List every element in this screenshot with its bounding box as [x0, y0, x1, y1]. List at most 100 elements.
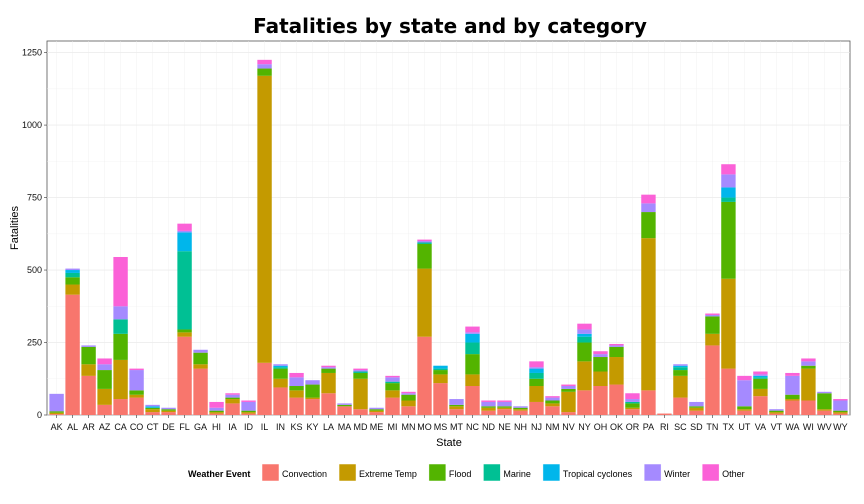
legend-key	[542, 463, 561, 482]
bar-segment	[433, 374, 448, 384]
bar-segment	[353, 378, 368, 410]
bar-segment	[545, 403, 560, 407]
bar-segment	[433, 368, 448, 371]
bar-segment	[145, 412, 160, 415]
bar-segment	[193, 368, 208, 415]
bar-segment	[577, 329, 592, 334]
bar-segment	[177, 251, 192, 330]
bar-segment	[641, 194, 656, 204]
bar-segment	[289, 386, 304, 391]
bar-segment	[273, 365, 288, 368]
bar-segment	[65, 277, 80, 285]
bar-segment	[833, 412, 848, 414]
bar-segment	[561, 384, 576, 387]
bar-segment	[769, 413, 784, 415]
bar-segment	[209, 410, 224, 413]
bar-segment	[769, 409, 784, 411]
bar-segment	[209, 401, 224, 408]
bar-segment	[641, 212, 656, 239]
x-tick-label: SD	[690, 422, 703, 432]
bar-segment	[225, 399, 240, 404]
bar-segment	[113, 319, 128, 334]
bar-segment	[737, 409, 752, 411]
x-tick-label: MN	[402, 422, 416, 432]
x-tick-label: CT	[147, 422, 159, 432]
x-tick-label: WV	[817, 422, 832, 432]
bar-segment	[241, 410, 256, 413]
bar-segment	[401, 400, 416, 407]
bar-segment	[753, 371, 768, 375]
bar-segment	[97, 358, 112, 365]
bar-segment	[577, 390, 592, 415]
x-tick-label: ID	[244, 422, 254, 432]
bar-segment	[273, 367, 288, 369]
bar-segment	[161, 407, 176, 410]
x-tick-label: PA	[643, 422, 654, 432]
bar-segment	[353, 370, 368, 372]
x-tick-label: NM	[545, 422, 559, 432]
bar-segment	[721, 197, 736, 202]
bar-segment	[833, 413, 848, 415]
bar-segment	[417, 243, 432, 269]
bar-segment	[689, 407, 704, 411]
legend-label: Marine	[503, 469, 531, 479]
bar-segment	[705, 345, 720, 415]
bar-segment	[577, 336, 592, 343]
bar-segment	[417, 268, 432, 337]
bar-segment	[209, 413, 224, 415]
bar-segment	[337, 404, 352, 407]
x-tick-label: CA	[114, 422, 127, 432]
bar-segment	[193, 364, 208, 369]
bar-segment	[321, 372, 336, 394]
bar-segment	[113, 306, 128, 320]
bar-segment	[321, 367, 336, 369]
bar-segment	[657, 413, 672, 415]
bar-segment	[305, 384, 320, 398]
bar-segment	[833, 400, 848, 411]
legend-key	[428, 463, 447, 482]
bar-segment	[689, 410, 704, 415]
bar-segment	[801, 361, 816, 366]
bar-segment	[385, 377, 400, 382]
x-tick-label: ME	[370, 422, 384, 432]
bar-segment	[449, 406, 464, 410]
bar-segment	[625, 401, 640, 404]
bar-segment	[289, 372, 304, 378]
bar-segment	[529, 361, 544, 368]
bar-segment	[673, 375, 688, 398]
y-tick-label: 1250	[22, 48, 42, 58]
legend-label: Flood	[449, 469, 472, 479]
x-tick-label: AR	[82, 422, 95, 432]
bar-segment	[353, 368, 368, 371]
x-tick-label: KY	[307, 422, 319, 432]
bar-segment	[481, 407, 496, 411]
bar-segment	[417, 241, 432, 243]
bar-segment	[289, 377, 304, 387]
legend-key	[701, 463, 720, 482]
bar-segment	[593, 354, 608, 358]
bar-segment	[401, 406, 416, 415]
x-tick-label: DE	[162, 422, 175, 432]
bar-segment	[129, 368, 144, 371]
bar-segment	[113, 359, 128, 400]
bar-segment	[401, 391, 416, 394]
x-tick-label: HI	[212, 422, 221, 432]
bar-segment	[785, 399, 800, 401]
bar-segment	[113, 333, 128, 360]
legend-key	[643, 463, 662, 482]
legend-key	[483, 463, 501, 482]
bar-segment	[785, 400, 800, 415]
x-tick-label: VT	[771, 422, 783, 432]
bar-segment	[753, 374, 768, 376]
bar-segment	[369, 412, 384, 415]
bar-segment	[241, 413, 256, 415]
bar-segment	[65, 284, 80, 295]
bar-segment	[753, 377, 768, 379]
x-tick-label: ND	[482, 422, 495, 432]
x-tick-label: WA	[785, 422, 799, 432]
legend-key	[261, 463, 280, 482]
x-tick-label: UT	[738, 422, 750, 432]
chart-title: Fatalities by state and by category	[253, 14, 647, 38]
bar-segment	[497, 401, 512, 407]
bar-segment	[177, 232, 192, 252]
